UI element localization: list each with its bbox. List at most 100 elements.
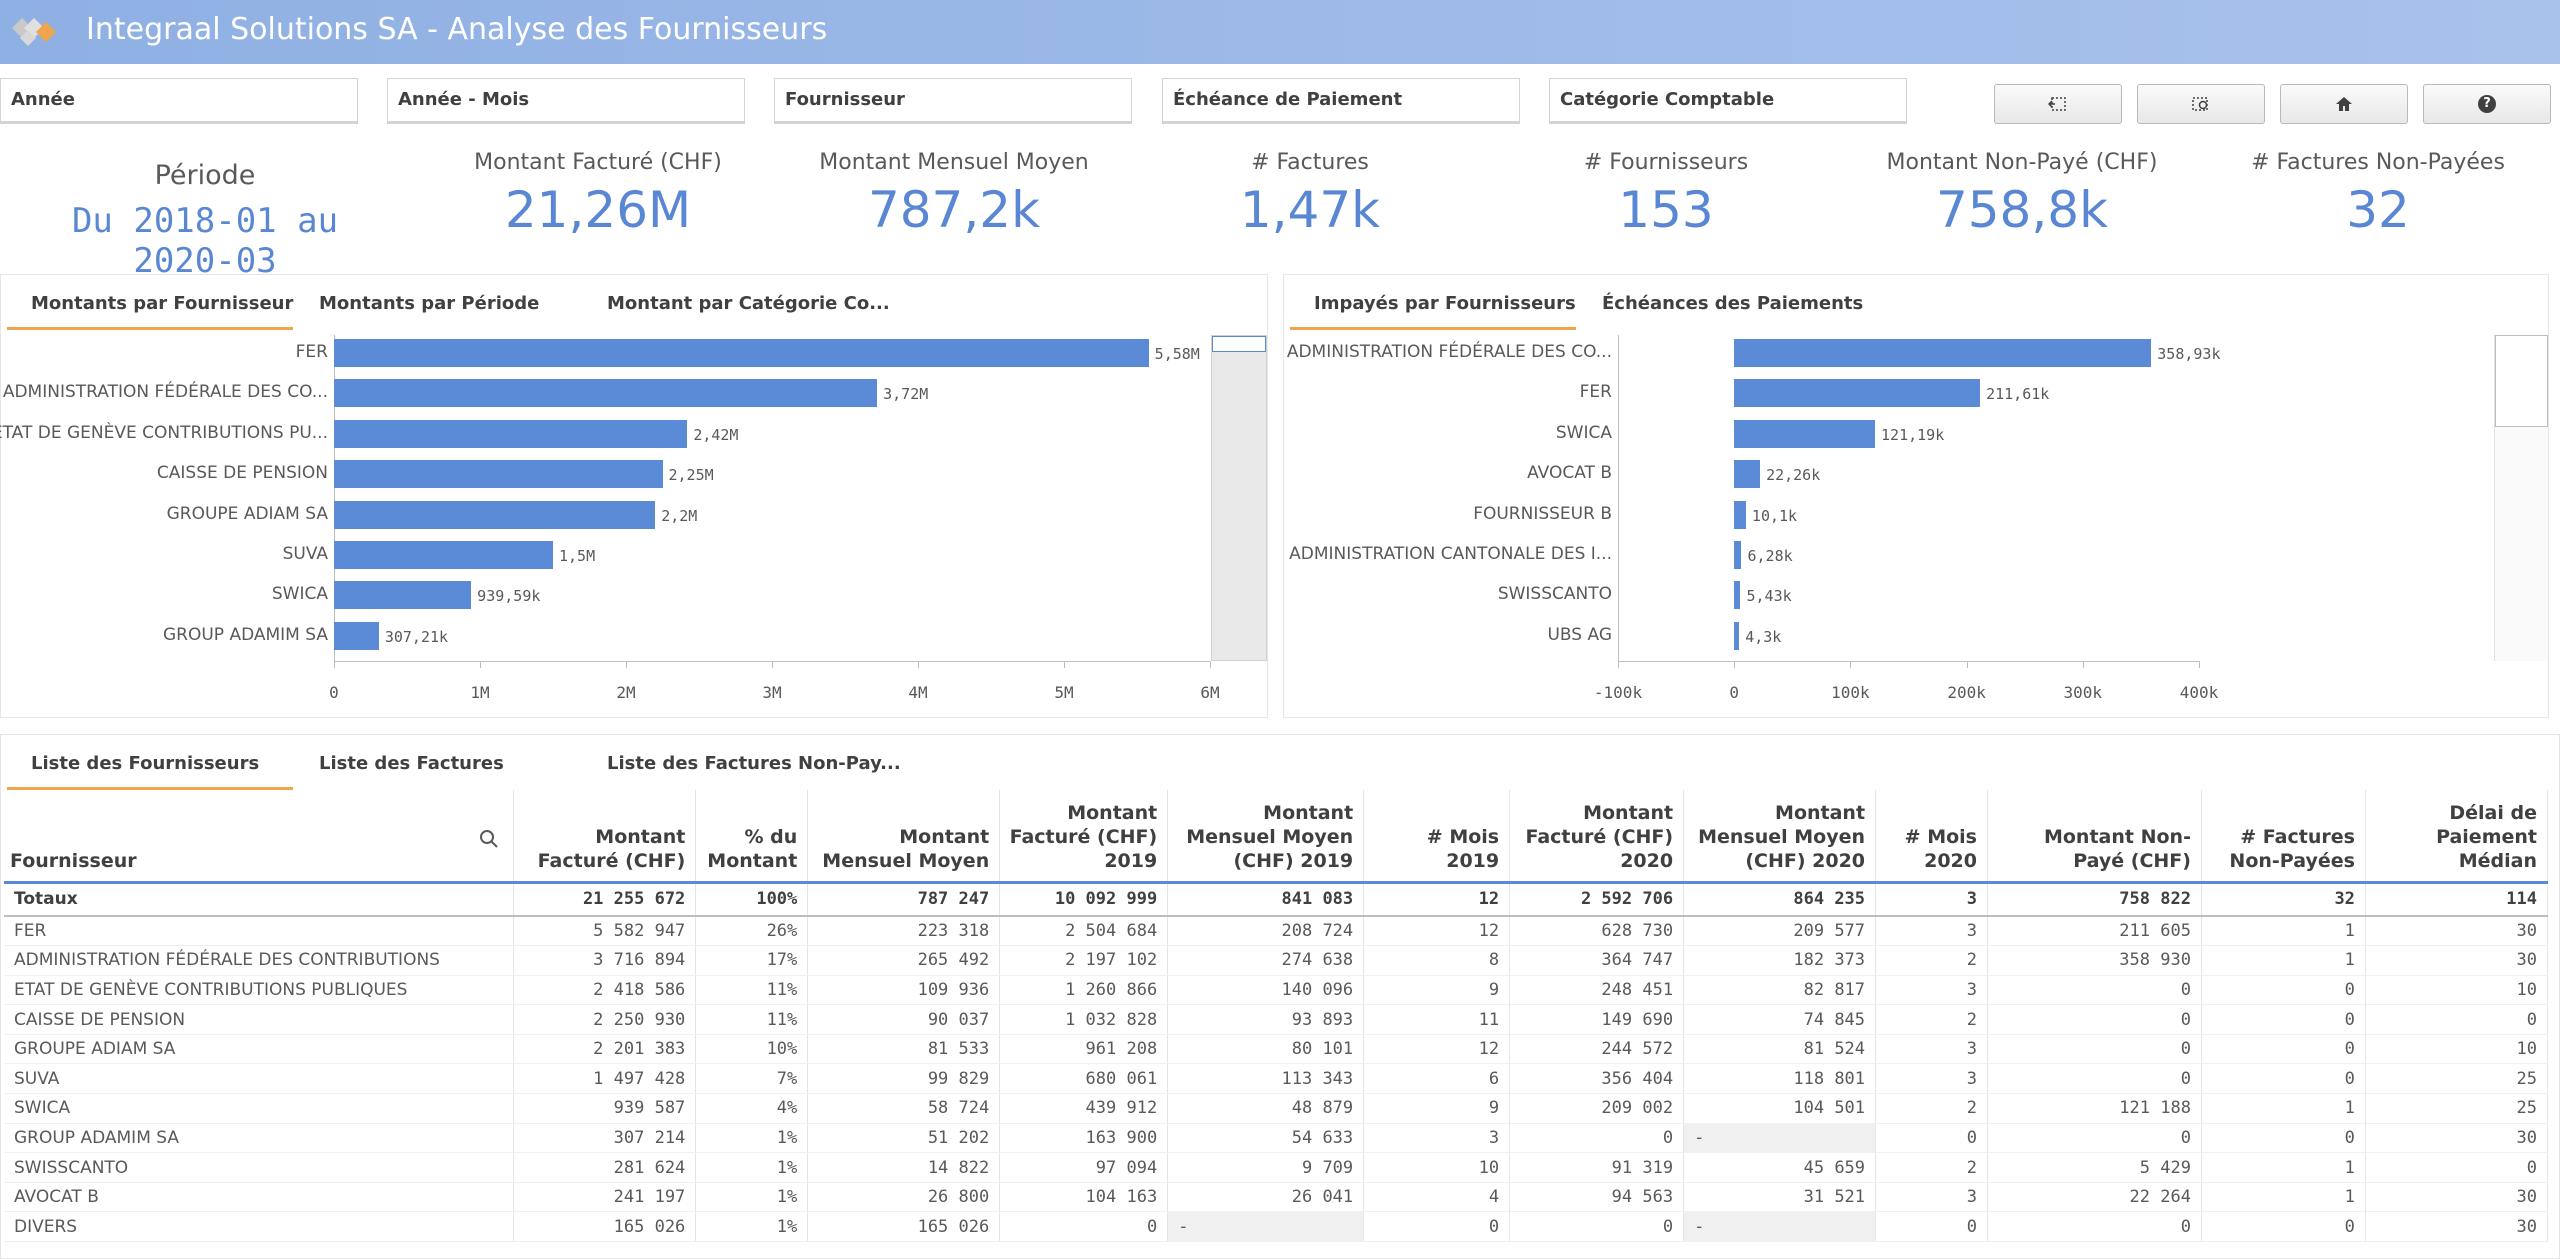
filter-accounting-category[interactable]: Catégorie Comptable: [1549, 78, 1907, 124]
table-cell: 80 101: [1167, 1034, 1365, 1065]
bar[interactable]: [334, 379, 878, 408]
totals-row[interactable]: Totaux 21 255 672 100% 787 247 10 092 999 841…: [4, 880, 2549, 917]
bar[interactable]: [334, 621, 379, 650]
tab-unpaid-by-supplier[interactable]: Impayés par Fournisseurs: [1314, 293, 1576, 314]
table-cell: 439 912: [999, 1093, 1169, 1124]
filter-year[interactable]: Année: [0, 78, 358, 124]
supplier-name-cell[interactable]: CAISSE DE PENSION: [4, 1004, 515, 1035]
table-row[interactable]: GROUP ADAMIM SA 307 214 1% 51 202 163 900 54 …: [4, 1123, 2549, 1154]
tab-supplier-list[interactable]: Liste des Fournisseurs: [31, 753, 260, 774]
kpi-period-label: Période: [154, 160, 256, 191]
column-header[interactable]: Montant Non-Payé (CHF): [1987, 790, 2202, 882]
scrollbar-thumb[interactable]: [1212, 336, 1266, 352]
column-header[interactable]: Montant Mensuel Moyen: [807, 790, 1001, 882]
column-header[interactable]: Montant Mensuel Moyen (CHF) 2020: [1683, 790, 1877, 882]
table-cell: 9: [1363, 975, 1511, 1006]
table-row[interactable]: FER 5 582 947 26% 223 318 2 504 684 208 724 12…: [4, 916, 2549, 947]
table-cell: 3: [1875, 880, 1988, 917]
kpi-monthly-average: Montant Mensuel Moyen 787,2k: [774, 150, 1134, 239]
selection-back-button[interactable]: [1994, 84, 2122, 124]
chart-scrollbar[interactable]: [1211, 335, 1267, 661]
table-cell: 2 201 383: [513, 1034, 697, 1065]
bar[interactable]: [1734, 621, 1740, 650]
table-row[interactable]: GROUPE ADIAM SA 2 201 383 10% 81 533 961 208…: [4, 1034, 2549, 1065]
category-label: ADMINISTRATION CANTONALE DES I...: [1289, 544, 1612, 564]
table-row[interactable]: ADMINISTRATION FÉDÉRALE DES CONTRIBUTION…: [4, 945, 2549, 976]
table-row[interactable]: SUVA 1 497 428 7% 99 829 680 061 113 343 6 356 …: [4, 1063, 2549, 1095]
column-header[interactable]: # Mois 2019: [1363, 790, 1511, 882]
bar[interactable]: [334, 339, 1149, 367]
supplier-name-cell[interactable]: GROUP ADAMIM SA: [4, 1123, 515, 1154]
tab-invoice-list[interactable]: Liste des Factures: [319, 753, 504, 774]
clear-selections-button[interactable]: [2137, 84, 2265, 124]
bar[interactable]: [1734, 500, 1746, 529]
column-header[interactable]: # Mois 2020: [1875, 790, 1988, 882]
table-cell: 9: [1363, 1093, 1511, 1124]
table-row[interactable]: DIVERS 165 026 1% 165 026 0-0 0-0 0 0 30: [4, 1211, 2549, 1243]
table-cell: 0: [2365, 1152, 2549, 1183]
scrollbar-thumb[interactable]: [2495, 335, 2548, 427]
supplier-table[interactable]: Fournisseur Montant Facturé (CHF)% du Mon…: [4, 790, 2549, 1243]
kpi-value: 787,2k: [867, 181, 1041, 239]
column-header[interactable]: Délai de Paiement Médian: [2365, 790, 2549, 882]
tab-unpaid-invoice-list[interactable]: Liste des Factures Non-Pay...: [607, 753, 901, 774]
column-header[interactable]: Fournisseur: [4, 790, 515, 882]
supplier-name-cell[interactable]: SWICA: [4, 1093, 515, 1124]
supplier-name-cell[interactable]: GROUPE ADIAM SA: [4, 1034, 515, 1065]
column-header[interactable]: Montant Mensuel Moyen (CHF) 2019: [1167, 790, 1365, 882]
table-row[interactable]: CAISSE DE PENSION 2 250 930 11% 90 037 1 032…: [4, 1004, 2549, 1035]
tab-amounts-by-supplier[interactable]: Montants par Fournisseur: [31, 293, 294, 314]
column-header[interactable]: Montant Facturé (CHF): [513, 790, 697, 882]
bar[interactable]: [334, 541, 553, 569]
supplier-name-cell[interactable]: DIVERS: [4, 1211, 515, 1243]
supplier-name-cell[interactable]: Totaux: [4, 880, 515, 917]
column-header[interactable]: # Factures Non-Payées: [2201, 790, 2366, 882]
column-header[interactable]: Montant Facturé (CHF) 2019: [999, 790, 1169, 882]
supplier-amount-chart[interactable]: 0 1M 2M 3M 4M 5M 6M FER 5,58M ADMINISTRATION FÉDÉ…: [0, 275, 1269, 719]
table-row[interactable]: AVOCAT B 241 197 1% 26 800 104 163 26 041 4 94 …: [4, 1182, 2549, 1213]
table-row[interactable]: ETAT DE GENÈVE CONTRIBUTIONS PUBLIQUES 2 …: [4, 975, 2549, 1006]
home-icon: [2336, 97, 2352, 111]
filter-label: Catégorie Comptable: [1560, 89, 1775, 110]
help-button[interactable]: ?: [2423, 84, 2551, 124]
column-header[interactable]: % du Montant: [695, 790, 809, 882]
bar[interactable]: [1734, 581, 1741, 610]
bar[interactable]: [334, 419, 688, 448]
bar[interactable]: [1734, 460, 1761, 489]
bar[interactable]: [334, 581, 472, 610]
category-label: AVOCAT B: [1527, 463, 1612, 484]
filter-payment-due[interactable]: Échéance de Paiement: [1162, 78, 1520, 124]
table-row[interactable]: SWISSCANTO 281 624 1% 14 822 97 094 9 709 10 91…: [4, 1152, 2549, 1183]
bar[interactable]: [334, 460, 663, 489]
bar[interactable]: [1734, 541, 1742, 569]
table-cell: 358 930: [1987, 945, 2202, 976]
bar[interactable]: [1734, 339, 2152, 367]
bar[interactable]: [334, 500, 656, 529]
supplier-name-cell[interactable]: SUVA: [4, 1063, 515, 1095]
table-cell: 25: [2365, 1063, 2549, 1095]
tab-amount-by-category[interactable]: Montant par Catégorie Co...: [607, 293, 890, 314]
supplier-name-cell[interactable]: FER: [4, 916, 515, 947]
table-cell: 81 533: [807, 1034, 1001, 1065]
chart-scrollbar[interactable]: [2494, 335, 2548, 661]
table-row[interactable]: SWICA 939 587 4% 58 724 439 912 48 879 9 209 00…: [4, 1093, 2549, 1124]
supplier-name-cell[interactable]: AVOCAT B: [4, 1182, 515, 1213]
unpaid-by-supplier-chart[interactable]: -100k 0 100k 200k 300k 400k ADMINISTRATION FÉD…: [1284, 275, 2550, 719]
right-chart-panel: Impayés par Fournisseurs Échéances des P…: [1283, 274, 2549, 718]
logo-icon: [12, 18, 56, 46]
bar[interactable]: [1734, 379, 1981, 408]
supplier-name-cell[interactable]: SWISSCANTO: [4, 1152, 515, 1183]
filter-year-month[interactable]: Année - Mois: [387, 78, 745, 124]
table-cell: 0: [1363, 1211, 1511, 1243]
home-button[interactable]: [2280, 84, 2408, 124]
column-header[interactable]: Montant Facturé (CHF) 2020: [1509, 790, 1685, 882]
bar[interactable]: [1734, 419, 1875, 448]
tab-amounts-by-period[interactable]: Montants par Période: [319, 293, 540, 314]
filter-supplier[interactable]: Fournisseur: [774, 78, 1132, 124]
table-cell: 1: [2201, 916, 2366, 947]
tab-payment-due-dates[interactable]: Échéances des Paiements: [1602, 293, 1864, 314]
table-cell: 0: [2201, 1123, 2366, 1154]
supplier-name-cell[interactable]: ADMINISTRATION FÉDÉRALE DES CONTRIBUTION…: [4, 945, 515, 976]
supplier-name-cell[interactable]: ETAT DE GENÈVE CONTRIBUTIONS PUBLIQUES: [4, 975, 515, 1006]
table-cell: 10: [2365, 975, 2549, 1006]
